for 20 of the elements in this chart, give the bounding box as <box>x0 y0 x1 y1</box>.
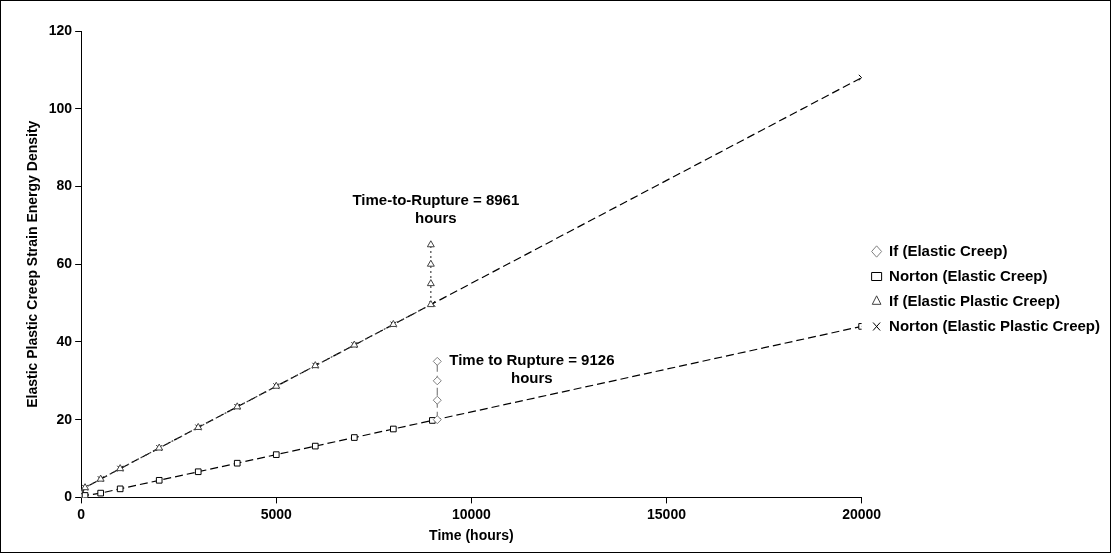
y-tick-label: 0 <box>64 488 73 505</box>
x-tick-label: 5000 <box>260 505 293 522</box>
x-tick-label: 15000 <box>647 505 687 522</box>
y-tick-label: 100 <box>48 99 73 116</box>
legend-label: Norton (Elastic Creep) <box>889 266 1048 284</box>
legend-label: If (Elastic Plastic Creep) <box>889 291 1061 309</box>
y-tick-label: 40 <box>56 332 73 349</box>
x-axis-title: Time (hours) <box>429 527 514 544</box>
x-tick-label: 20000 <box>842 505 882 522</box>
y-tick-label: 60 <box>56 255 73 272</box>
annotation: Time to Rupture = 9126 hours <box>449 351 615 387</box>
legend-label: Norton (Elastic Plastic Creep) <box>889 316 1100 334</box>
y-tick-label: 20 <box>56 410 73 427</box>
legend-label: If (Elastic Creep) <box>889 241 1008 259</box>
annotation: Time-to-Rupture = 8961 hours <box>352 190 520 226</box>
y-axis-title: Elastic Plastic Creep Strain Energy Density <box>24 120 41 408</box>
x-tick-label: 10000 <box>451 505 492 522</box>
y-tick-label: 120 <box>48 21 73 38</box>
x-tick-label: 0 <box>77 505 86 522</box>
y-tick-label: 80 <box>56 177 73 194</box>
